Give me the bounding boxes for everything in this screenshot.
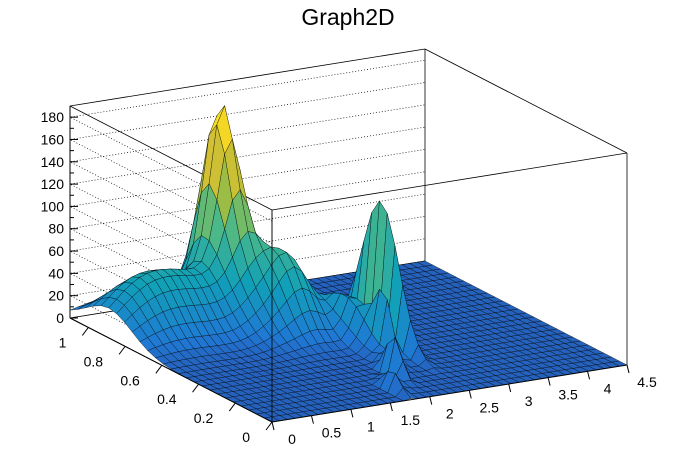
x-tick-mark (389, 402, 393, 412)
y-tick-mark (118, 346, 126, 355)
x-tick-label: 1.5 (401, 412, 421, 428)
x-tick-label: 4 (604, 380, 612, 396)
y-tick-mark (192, 383, 199, 393)
x-tick-mark (310, 415, 314, 424)
x-tick-label: 1 (367, 418, 375, 434)
x-tick-mark (271, 421, 275, 431)
x-tick-label: 3.5 (558, 387, 578, 403)
y-tick-label: 0.6 (120, 372, 140, 388)
x-tick-mark (350, 409, 354, 418)
z-tick-label: 40 (48, 265, 64, 281)
x-axis-line (271, 364, 628, 423)
x-tick-mark (626, 364, 630, 374)
x-tick-label: 3 (525, 393, 533, 409)
front-edge-2 (271, 152, 628, 211)
frame-front-edges (271, 48, 628, 422)
x-tick-label: 2.5 (479, 399, 499, 415)
z-tick-label: 160 (41, 131, 65, 147)
back-edge-2 (69, 48, 426, 107)
chart-title: Graph2D (301, 4, 395, 30)
x-axis: 0 0.5 1 1.5 2 2.5 3 3.5 4 4.5 (271, 364, 657, 447)
z-tick-label: 20 (48, 288, 64, 304)
y-tick-label: 0.2 (194, 410, 214, 426)
z-tick-label: 180 (41, 109, 65, 125)
y-tick-label: 1 (59, 334, 67, 350)
y-axis: 0 0.2 0.4 0.6 0.8 1 (59, 317, 273, 445)
x-tick-label: 4.5 (637, 374, 657, 390)
z-tick-label: 0 (56, 310, 64, 326)
x-tick-label: 0 (288, 431, 296, 447)
z-tick-label: 60 (48, 243, 64, 259)
y-tick-mark (265, 421, 273, 431)
x-tick-label: 0.5 (322, 425, 342, 441)
y-axis-line (69, 317, 273, 423)
y-tick-mark (81, 327, 89, 336)
x-tick-mark (508, 383, 512, 393)
y-tick-mark (155, 364, 163, 374)
y-tick-label: 0 (242, 429, 250, 445)
x-tick-label: 2 (446, 406, 454, 422)
z-axis: 0 20 40 60 80 100 120 140 160 180 (41, 106, 78, 326)
z-tick-label: 120 (41, 176, 65, 192)
z-tick-label: 100 (41, 198, 65, 214)
z-tick-label: 80 (48, 221, 64, 237)
x-tick-mark (468, 390, 472, 399)
x-tick-mark (429, 396, 433, 405)
x-tick-mark (547, 377, 551, 386)
front-edge-3 (424, 48, 628, 154)
y-tick-mark (228, 402, 236, 412)
z-tick-label: 140 (41, 154, 65, 170)
y-tick-label: 0.8 (84, 353, 104, 369)
y-tick-label: 0.4 (157, 391, 177, 407)
x-tick-mark (587, 371, 591, 380)
surface-mesh (69, 105, 628, 423)
